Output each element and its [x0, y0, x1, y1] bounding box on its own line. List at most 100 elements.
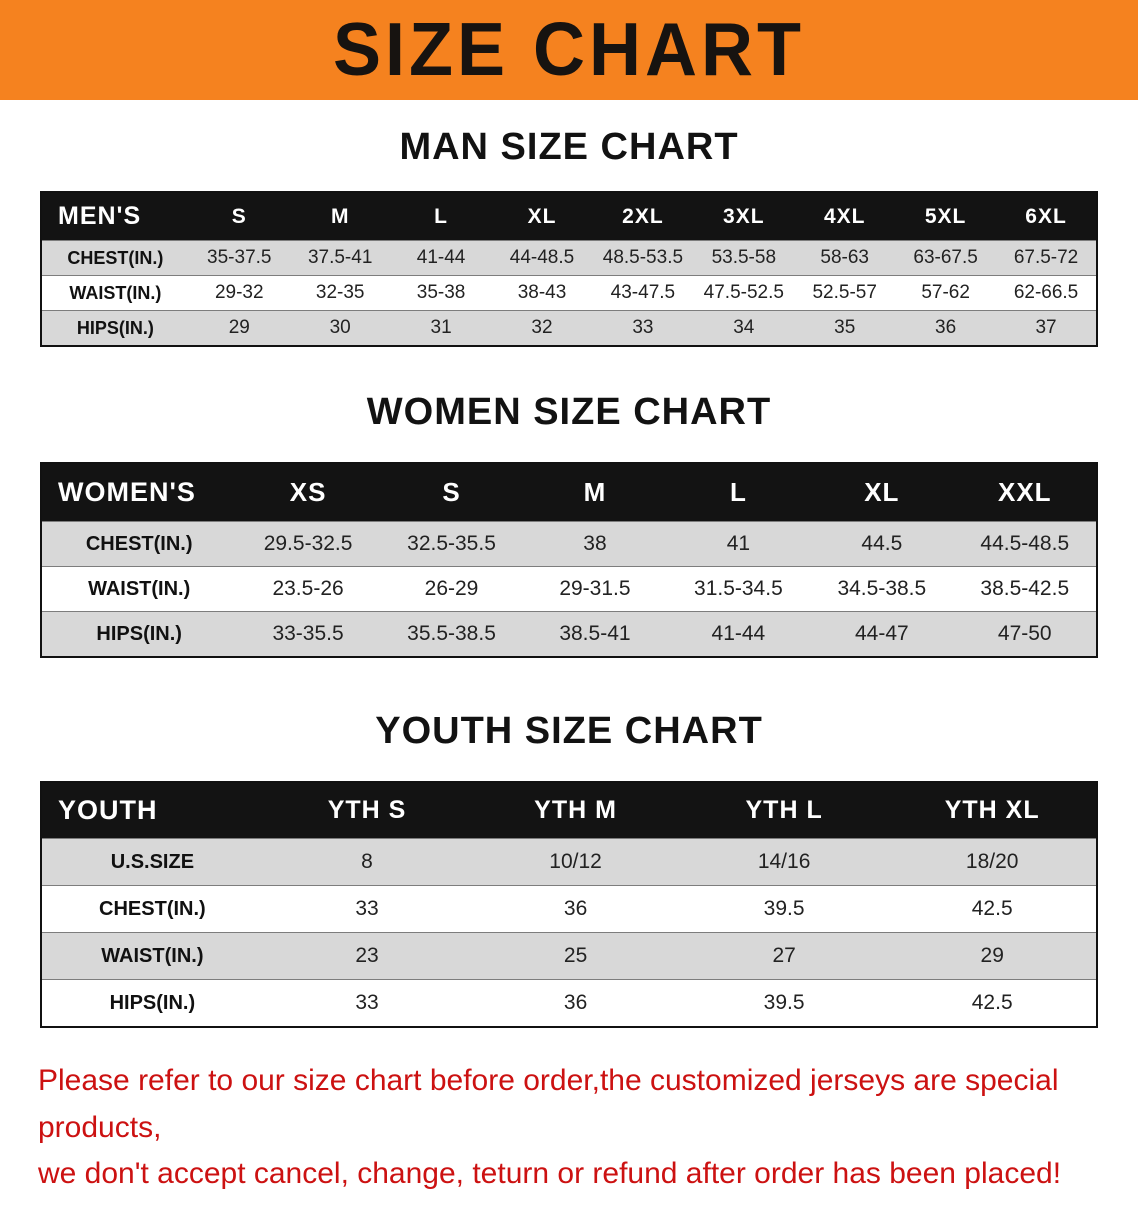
table-cell: 29-32 — [188, 275, 290, 311]
table-cell: 41-44 — [666, 611, 811, 657]
row-label: WAIST(IN.) — [41, 932, 263, 980]
header-row: MEN'S S M L XL 2XL 3XL 4XL 5XL 6XL — [41, 192, 1097, 241]
table-cell: 53.5-58 — [693, 240, 795, 276]
column-header: XL — [491, 192, 593, 241]
column-header: 4XL — [794, 192, 896, 241]
table-cell: 34.5-38.5 — [810, 566, 954, 612]
row-label: HIPS(IN.) — [41, 310, 189, 346]
table-cell: 44-47 — [810, 611, 954, 657]
youth-size-table: YOUTH YTH S YTH M YTH L YTH XL U.S.SIZE 8 10/12… — [40, 781, 1098, 1028]
table-cell: 38 — [523, 521, 667, 567]
table-cell: 44-48.5 — [491, 240, 593, 276]
disclaimer-line-2: we don't accept cancel, change, teturn o… — [38, 1157, 1062, 1190]
column-header: 3XL — [693, 192, 795, 241]
column-header: YTH L — [679, 782, 889, 839]
table-corner-label: MEN'S — [41, 192, 189, 241]
column-header: YTH S — [262, 782, 472, 839]
table-row: CHEST(IN.) 35-37.5 37.5-41 41-44 44-48.5 48.5… — [41, 240, 1097, 276]
column-header: XL — [810, 463, 954, 522]
table-cell: 35.5-38.5 — [379, 611, 524, 657]
table-cell: 44.5 — [810, 521, 954, 567]
table-cell: 38.5-41 — [523, 611, 667, 657]
table-cell: 29.5-32.5 — [236, 521, 380, 567]
table-cell: 10/12 — [471, 838, 680, 886]
table-cell: 23.5-26 — [236, 566, 380, 612]
table-cell: 30 — [289, 310, 391, 346]
table-row: CHEST(IN.) 29.5-32.5 32.5-35.5 38 41 44.5 44.5… — [41, 521, 1097, 567]
table-cell: 26-29 — [379, 566, 524, 612]
table-row: WAIST(IN.) 29-32 32-35 35-38 38-43 43-47.5 47.… — [41, 275, 1097, 311]
table-cell: 58-63 — [794, 240, 896, 276]
header-row: YOUTH YTH S YTH M YTH L YTH XL — [41, 782, 1097, 839]
table-cell: 36 — [471, 979, 680, 1027]
table-cell: 31.5-34.5 — [666, 566, 811, 612]
size-chart-banner: SIZE CHART — [0, 0, 1138, 100]
table-cell: 47-50 — [953, 611, 1097, 657]
size-table: YOUTH YTH S YTH M YTH L YTH XL U.S.SIZE 8 10/12… — [40, 781, 1098, 1028]
table-cell: 14/16 — [679, 838, 889, 886]
table-row: HIPS(IN.) 33-35.5 35.5-38.5 38.5-41 41-44 44-… — [41, 611, 1097, 657]
table-cell: 23 — [262, 932, 472, 980]
table-cell: 43-47.5 — [592, 275, 694, 311]
table-cell: 42.5 — [888, 885, 1097, 933]
row-label: WAIST(IN.) — [41, 275, 189, 311]
table-cell: 27 — [679, 932, 889, 980]
column-header: S — [188, 192, 290, 241]
table-cell: 42.5 — [888, 979, 1097, 1027]
row-label: CHEST(IN.) — [41, 521, 237, 567]
table-cell: 29 — [888, 932, 1097, 980]
table-cell: 47.5-52.5 — [693, 275, 795, 311]
column-header: XS — [236, 463, 380, 522]
table-cell: 41-44 — [390, 240, 492, 276]
column-header: YTH M — [471, 782, 680, 839]
table-cell: 29 — [188, 310, 290, 346]
table-cell: 32 — [491, 310, 593, 346]
table-cell: 38.5-42.5 — [953, 566, 1097, 612]
page-title: SIZE CHART — [333, 8, 805, 92]
men-size-table: MEN'S S M L XL 2XL 3XL 4XL 5XL 6XL CHEST(IN.) 35-37… — [40, 191, 1098, 347]
table-cell: 33-35.5 — [236, 611, 380, 657]
table-cell: 39.5 — [679, 979, 889, 1027]
table-cell: 36 — [895, 310, 997, 346]
table-corner-label: WOMEN'S — [41, 463, 237, 522]
row-label: WAIST(IN.) — [41, 566, 237, 612]
row-label: U.S.SIZE — [41, 838, 263, 886]
table-row: CHEST(IN.) 33 36 39.5 42.5 — [41, 885, 1097, 933]
disclaimer-line-1: Please refer to our size chart before or… — [38, 1064, 1059, 1144]
table-cell: 39.5 — [679, 885, 889, 933]
row-label: CHEST(IN.) — [41, 240, 189, 276]
table-cell: 36 — [471, 885, 680, 933]
table-cell: 57-62 — [895, 275, 997, 311]
table-row: WAIST(IN.) 23 25 27 29 — [41, 932, 1097, 980]
youth-size-chart-heading: YOUTH SIZE CHART — [375, 710, 763, 752]
table-row: U.S.SIZE 8 10/12 14/16 18/20 — [41, 838, 1097, 886]
table-cell: 67.5-72 — [996, 240, 1097, 276]
table-cell: 35-38 — [390, 275, 492, 311]
column-header: L — [666, 463, 811, 522]
table-corner-label: YOUTH — [41, 782, 263, 839]
table-cell: 34 — [693, 310, 795, 346]
table-cell: 8 — [262, 838, 472, 886]
table-cell: 41 — [666, 521, 811, 567]
table-cell: 35 — [794, 310, 896, 346]
table-row: HIPS(IN.) 29 30 31 32 33 34 35 36 37 — [41, 310, 1097, 346]
row-label: CHEST(IN.) — [41, 885, 263, 933]
column-header: XXL — [953, 463, 1097, 522]
table-cell: 33 — [592, 310, 694, 346]
table-cell: 37 — [996, 310, 1097, 346]
column-header: S — [379, 463, 524, 522]
column-header: M — [289, 192, 391, 241]
column-header: 5XL — [895, 192, 997, 241]
column-header: YTH XL — [888, 782, 1097, 839]
table-cell: 32.5-35.5 — [379, 521, 524, 567]
women-size-table: WOMEN'S XS S M L XL XXL CHEST(IN.) 29.5-32.5 32.5… — [40, 462, 1098, 658]
table-cell: 31 — [390, 310, 492, 346]
table-row: WAIST(IN.) 23.5-26 26-29 29-31.5 31.5-34.5 34… — [41, 566, 1097, 612]
column-header: M — [523, 463, 667, 522]
table-row: HIPS(IN.) 33 36 39.5 42.5 — [41, 979, 1097, 1027]
size-table: WOMEN'S XS S M L XL XXL CHEST(IN.) 29.5-32.5 32.5… — [40, 462, 1098, 658]
column-header: L — [390, 192, 492, 241]
table-cell: 62-66.5 — [996, 275, 1097, 311]
table-cell: 38-43 — [491, 275, 593, 311]
size-table: MEN'S S M L XL 2XL 3XL 4XL 5XL 6XL CHEST(IN.) 35-37… — [40, 191, 1098, 347]
